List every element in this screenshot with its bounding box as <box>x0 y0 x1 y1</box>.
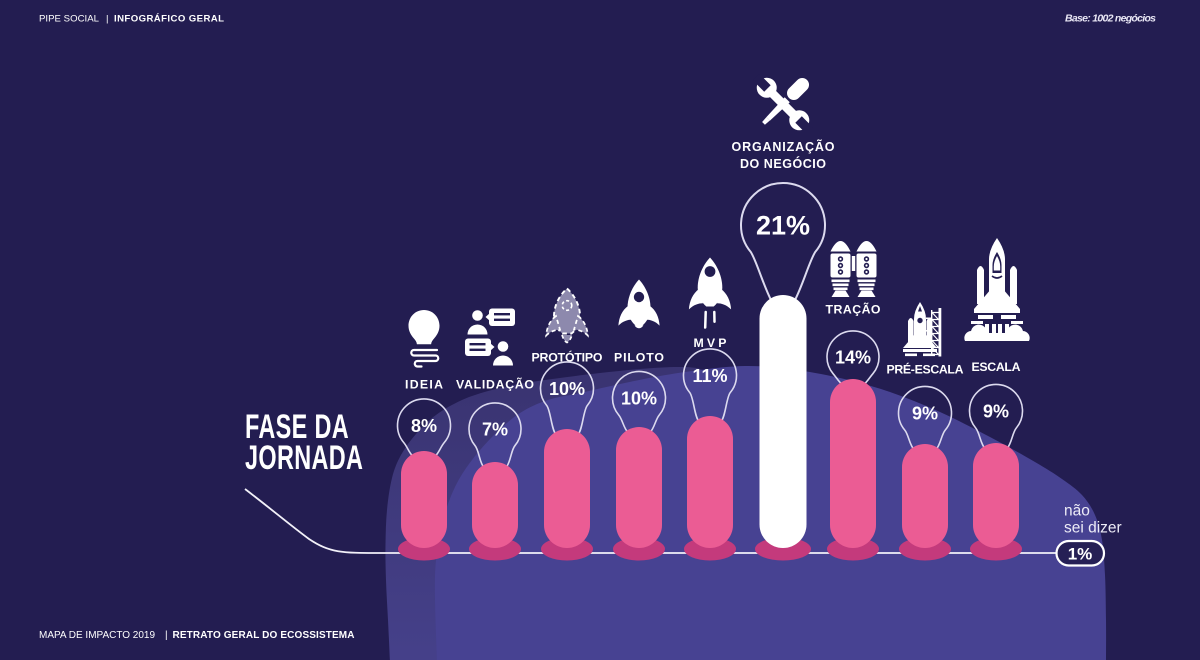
svg-text:JORNADA: JORNADA <box>245 440 363 477</box>
svg-text:FASE DA: FASE DA <box>245 409 349 446</box>
svg-text:7%: 7% <box>482 419 508 439</box>
svg-text:DO NEGÓCIO: DO NEGÓCIO <box>740 156 826 171</box>
svg-text:não: não <box>1064 503 1090 520</box>
svg-text:10%: 10% <box>549 379 585 399</box>
svg-text:10%: 10% <box>621 388 657 408</box>
svg-text:Base: 1002 negócios: Base: 1002 negócios <box>1065 13 1156 25</box>
svg-text:PROTÓTIPO: PROTÓTIPO <box>532 350 603 365</box>
svg-text:IDEIA: IDEIA <box>405 378 443 392</box>
svg-text:11%: 11% <box>692 366 727 386</box>
svg-text:21%: 21% <box>756 210 810 240</box>
svg-text:1%: 1% <box>1068 545 1093 564</box>
svg-text:TRAÇÃO: TRAÇÃO <box>826 302 881 317</box>
svg-text:VALIDAÇÃO: VALIDAÇÃO <box>456 377 534 392</box>
svg-text:MAPA DE IMPACTO 2019: MAPA DE IMPACTO 2019 <box>39 630 155 641</box>
svg-text:|: | <box>165 630 168 641</box>
svg-text:|: | <box>106 14 109 25</box>
svg-text:PRÉ-ESCALA: PRÉ-ESCALA <box>887 362 964 377</box>
svg-text:RETRATO GERAL DO ECOSSISTEMA: RETRATO GERAL DO ECOSSISTEMA <box>173 630 355 641</box>
svg-text:MVP: MVP <box>694 336 727 350</box>
svg-text:ORGANIZAÇÃO: ORGANIZAÇÃO <box>732 139 835 154</box>
svg-text:9%: 9% <box>912 403 938 423</box>
svg-text:8%: 8% <box>411 416 437 436</box>
svg-text:INFOGRÁFICO GERAL: INFOGRÁFICO GERAL <box>114 13 224 25</box>
svg-text:PILOTO: PILOTO <box>614 351 664 365</box>
svg-text:PIPE SOCIAL: PIPE SOCIAL <box>39 14 100 25</box>
svg-text:sei dizer: sei dizer <box>1064 520 1122 537</box>
svg-text:14%: 14% <box>835 347 871 367</box>
svg-text:ESCALA: ESCALA <box>972 360 1021 374</box>
svg-text:9%: 9% <box>983 401 1009 421</box>
